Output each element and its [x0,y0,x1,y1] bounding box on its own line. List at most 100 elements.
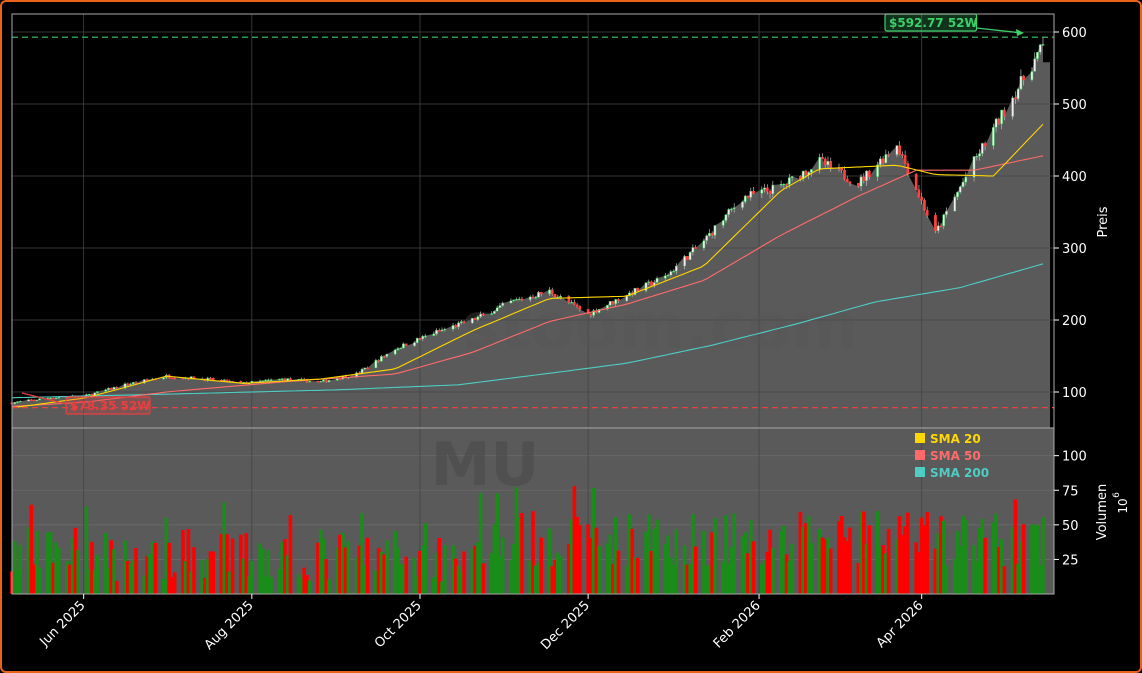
candle-body [517,298,521,301]
candle-body [570,301,573,304]
volume-bar [900,535,905,594]
volume-bar [682,545,687,594]
volume-bar [95,555,100,594]
volume-bar [710,532,714,594]
candle-body [493,311,496,314]
candle-body [997,118,1001,125]
volume-bar [691,514,695,594]
volume-tick-label: 100 [1062,450,1087,465]
volume-bar [266,550,271,594]
volume-bar [459,571,464,594]
volume-bar [594,527,599,594]
candle-body [550,289,554,295]
volume-bar [145,556,149,594]
volume-bar [296,574,301,594]
candle-body [1000,109,1003,125]
candle-body [29,399,33,401]
volume-bar [845,540,850,594]
volume-bar [1032,524,1037,594]
candle-body [964,176,968,183]
volume-bar [597,545,601,594]
volume-bar [644,531,648,594]
volume-bar [906,512,910,594]
candle-body [134,382,138,384]
volume-bar [305,575,309,594]
candle-body [49,397,52,400]
volume-bar [415,576,420,594]
candle-body [961,181,965,187]
candle-body [688,252,692,260]
volume-bar [933,548,938,594]
candle-body [38,398,41,401]
volume-bar [1010,527,1015,594]
candle-body [647,281,651,284]
candle-body [57,397,61,399]
candle-body [768,190,772,195]
candle-body [732,207,736,210]
volume-bar [963,519,968,594]
volume-bar [420,545,425,594]
candle-body [669,271,673,276]
volume-bar [784,554,789,594]
volume-bar [29,504,34,594]
volume-bar [324,559,329,594]
candle-body [1038,44,1042,53]
candle-body [393,349,397,355]
candle-body [355,372,358,378]
candle-body [898,145,901,155]
volume-bar [578,524,582,594]
candle-body [779,184,783,186]
candle-body [749,191,753,198]
volume-bar [547,528,552,594]
candle-body [553,293,557,298]
volume-bar [37,567,42,594]
volume-bar [875,511,880,594]
candle-body [366,367,369,370]
candle-body [975,155,979,158]
candle-body [385,353,389,357]
candle-body [501,302,505,306]
price-tick-label: 100 [1062,386,1087,401]
volume-bar [68,564,72,594]
candle-body [1014,97,1017,100]
volume-bar [412,557,417,594]
volume-bar [707,565,712,594]
candle-body [945,210,948,215]
volume-bar [376,548,381,594]
volume-bar [771,548,775,594]
plot-border [11,13,1055,595]
candle-body [107,387,110,391]
volume-bar [613,517,618,594]
volume-bar [192,547,196,594]
price-axis-label: Preis [1096,206,1111,237]
candle-body [459,321,463,324]
candle-body [625,295,629,302]
ticker-watermark: MU [431,430,539,500]
volume-bar [952,558,957,594]
candle-body [895,145,899,155]
volume-bar [558,556,563,594]
volume-exponent-label: 10 [1116,498,1130,513]
volume-bar [354,557,359,594]
volume-bar [826,537,830,594]
volume-bar [925,512,929,594]
volume-bar [205,558,210,594]
candle-body [992,127,995,146]
volume-bar [867,525,872,594]
candle-body [980,143,984,154]
x-tick-label: Aug 2025 [202,598,257,653]
candle-body [402,343,405,349]
candle-body [724,214,728,221]
candle-body [614,299,618,305]
volume-bar [759,564,764,594]
candle-body [572,301,576,305]
volume-bar [936,533,941,594]
candle-body [592,310,595,316]
volume-bar [57,547,61,594]
candle-body [209,377,212,380]
candle-body [934,215,937,232]
candle-body [18,401,22,403]
volume-bar [227,571,232,594]
candle-body [490,313,494,315]
volume-bar [762,560,767,594]
